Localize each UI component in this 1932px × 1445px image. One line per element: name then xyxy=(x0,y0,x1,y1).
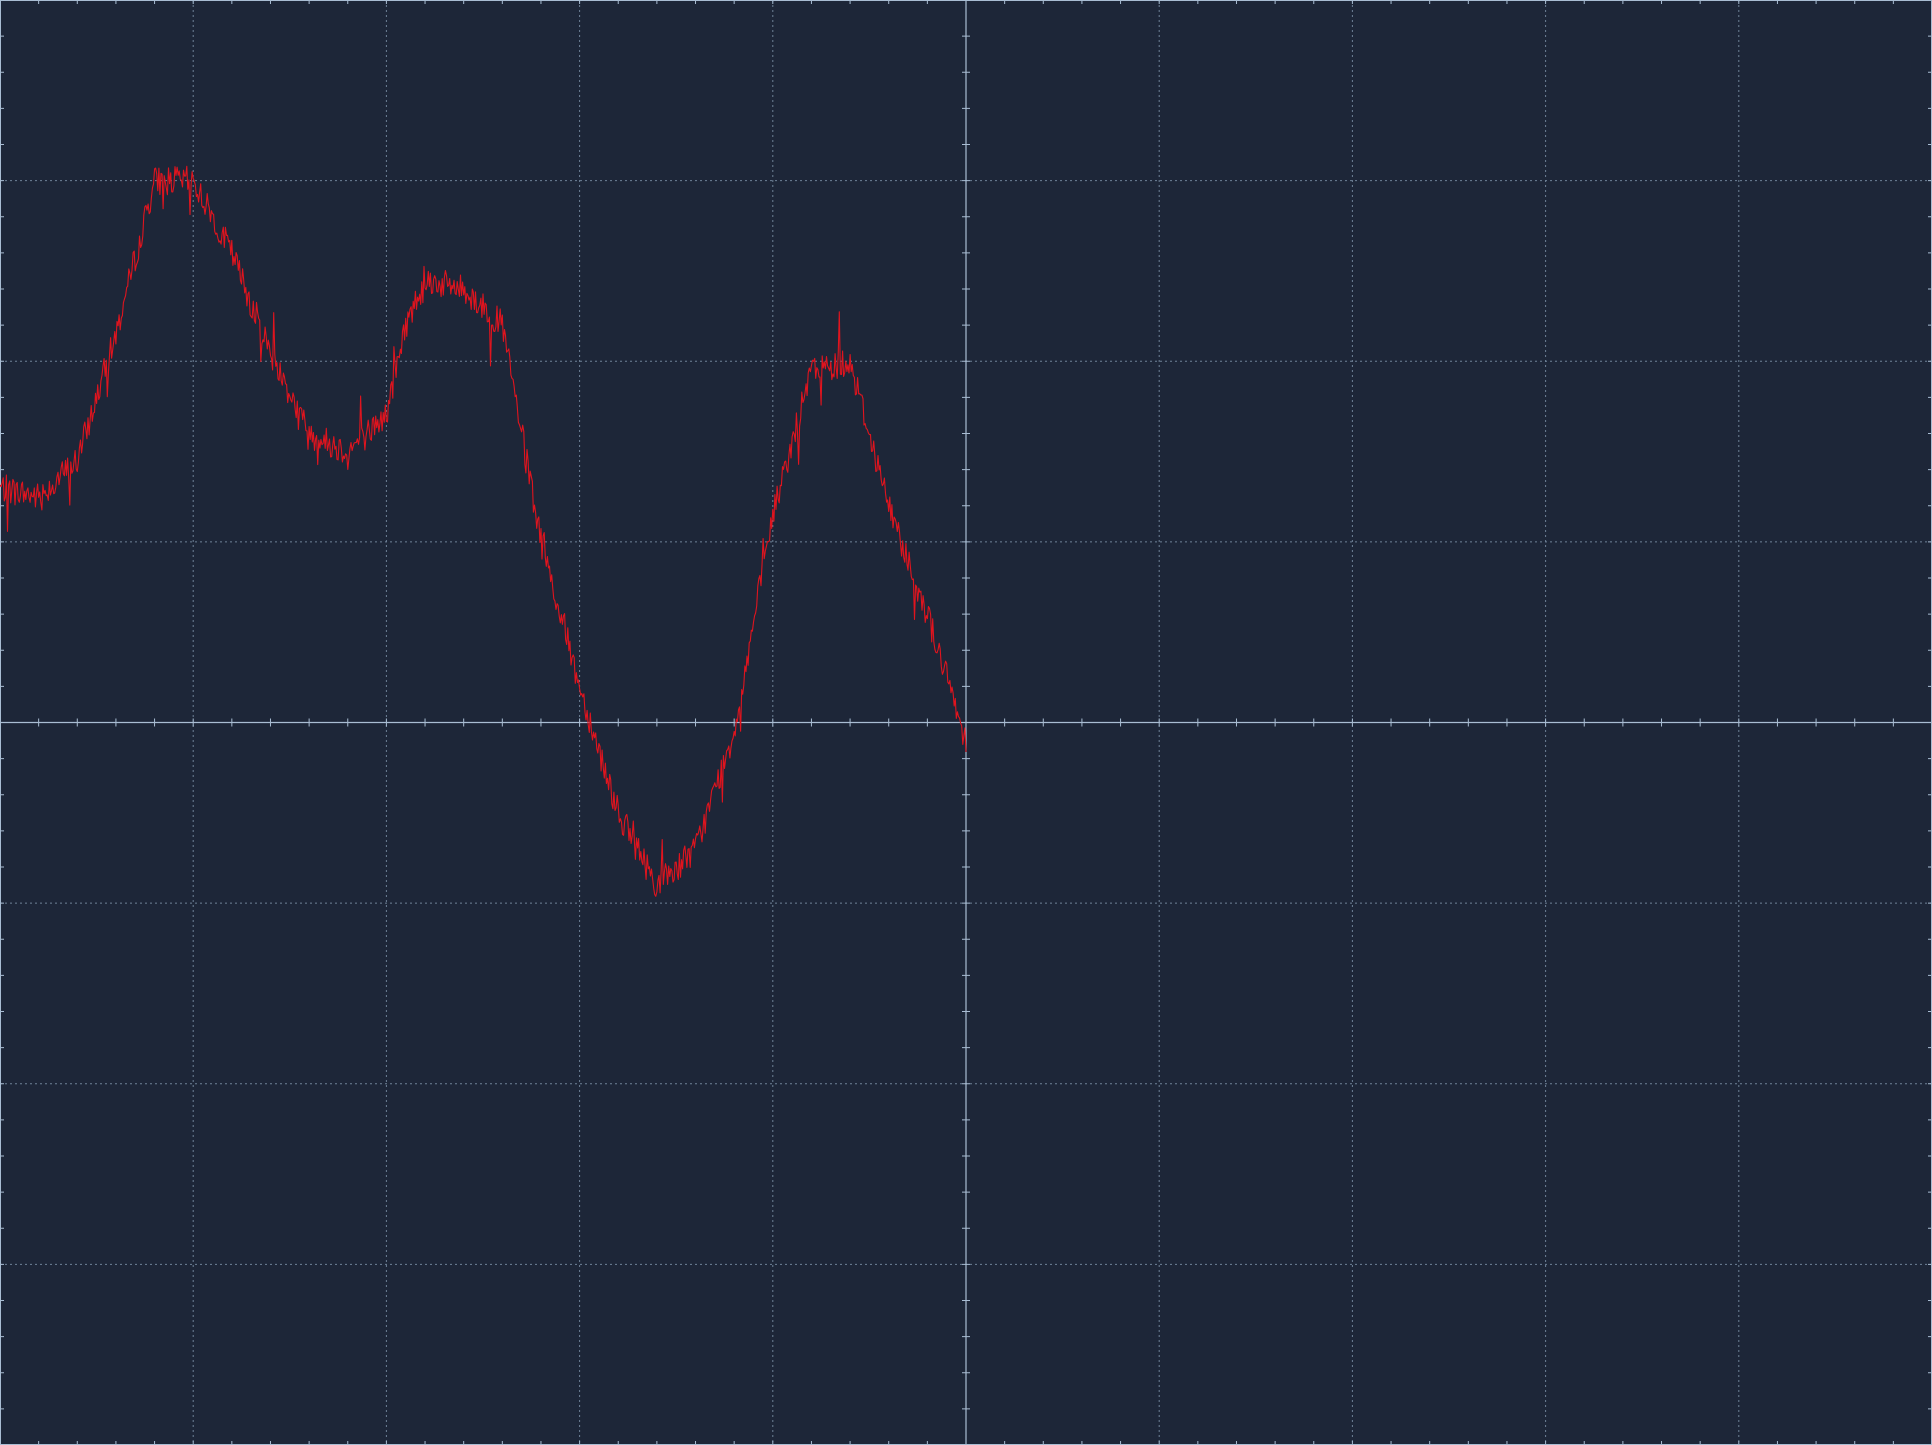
signal-trace xyxy=(0,165,967,897)
